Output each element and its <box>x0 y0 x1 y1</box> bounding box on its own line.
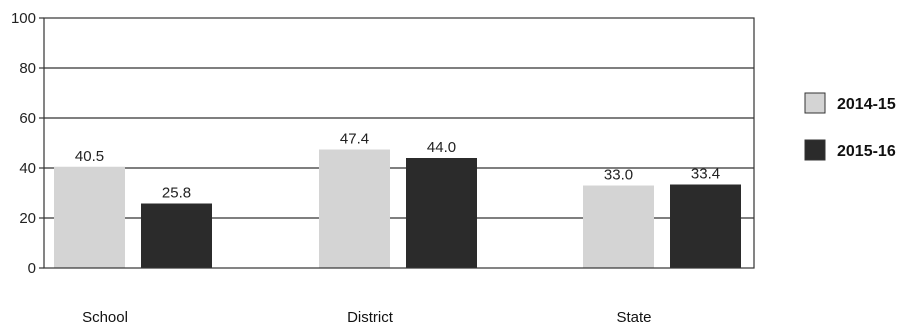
y-tick-label-60: 60 <box>19 110 36 127</box>
data-label-school-2015-16: 25.8 <box>162 185 191 202</box>
y-tick-label-40: 40 <box>19 160 36 177</box>
category-label-district: District <box>347 309 394 326</box>
bar-state-2014-15 <box>583 185 654 268</box>
category-label-school: School <box>82 309 128 326</box>
y-tick-label-100: 100 <box>11 10 36 27</box>
axes <box>39 17 755 269</box>
legend-swatch-2015-16 <box>804 139 826 161</box>
data-label-district-2014-15: 47.4 <box>340 131 369 148</box>
data-label-state-2014-15: 33.0 <box>604 167 633 184</box>
bar-school-2015-16 <box>141 203 212 268</box>
bar-district-2015-16 <box>406 158 477 268</box>
legend-label-2014-15: 2014-15 <box>837 96 896 113</box>
data-label-state-2015-16: 33.4 <box>691 166 720 183</box>
bar-school-2014-15 <box>54 166 125 268</box>
bar-state-2015-16 <box>670 184 741 268</box>
bar-district-2014-15 <box>319 149 390 268</box>
labels: 0 20 40 60 80 100 40.5 25.8 School 47.4 44.0 Distri… <box>11 10 720 326</box>
data-label-school-2014-15: 40.5 <box>75 148 104 165</box>
data-label-district-2015-16: 44.0 <box>427 139 456 156</box>
y-tick-label-20: 20 <box>19 210 36 227</box>
y-tick-label-80: 80 <box>19 60 36 77</box>
category-label-state: State <box>616 309 651 326</box>
legend-swatch-2014-15 <box>804 92 826 114</box>
plot-frame <box>43 17 755 269</box>
legend-label-2015-16: 2015-16 <box>837 143 896 160</box>
legend: 2014-15 2015-16 <box>804 92 896 161</box>
y-tick-label-0: 0 <box>28 260 36 277</box>
bars <box>54 149 741 268</box>
